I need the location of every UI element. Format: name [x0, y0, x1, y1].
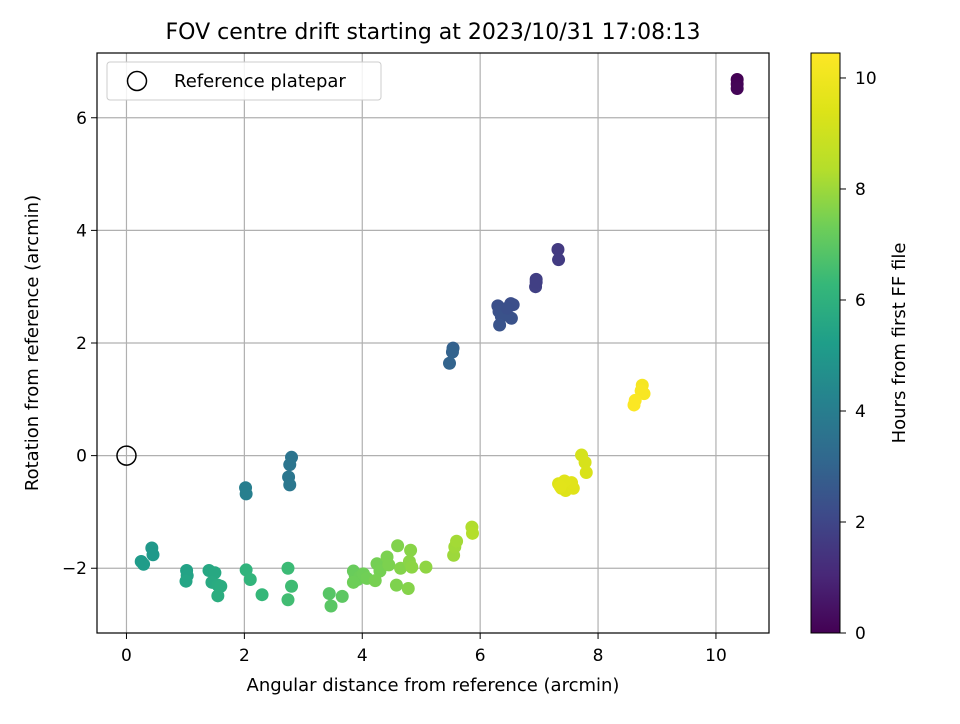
grid-lines — [97, 53, 769, 633]
data-point — [239, 487, 253, 501]
colorbar-tick-label: 6 — [855, 291, 866, 311]
x-tick-label: 2 — [239, 646, 250, 666]
colorbar-tick-label: 4 — [855, 402, 866, 422]
data-point — [394, 561, 408, 575]
data-point — [579, 466, 593, 480]
x-tick-label: 4 — [357, 646, 368, 666]
data-point — [551, 243, 565, 257]
reference-platepar-marker — [116, 445, 137, 466]
x-axis-label: Angular distance from reference (arcmin) — [247, 675, 620, 696]
colorbar-label: Hours from first FF file — [889, 243, 910, 444]
data-point — [500, 301, 514, 315]
data-point — [391, 539, 405, 553]
data-point — [443, 356, 457, 370]
data-point — [281, 593, 295, 607]
y-axis-label: Rotation from reference (arcmin) — [22, 195, 43, 491]
data-point — [335, 589, 349, 603]
data-point — [730, 81, 744, 95]
data-point — [578, 455, 592, 469]
data-point — [552, 253, 566, 267]
data-point — [211, 589, 225, 603]
x-tick-label: 8 — [593, 646, 604, 666]
data-point — [401, 582, 415, 596]
data-point — [419, 560, 433, 574]
data-point — [146, 548, 160, 562]
x-axis-ticks: 0 2 4 6 8 10 — [121, 633, 727, 666]
data-point — [627, 398, 641, 412]
data-point — [493, 318, 507, 332]
data-point — [404, 543, 418, 557]
data-point — [243, 573, 257, 587]
x-tick-label: 0 — [121, 646, 132, 666]
data-point — [285, 579, 299, 593]
legend-reference-label: Reference platepar — [174, 71, 346, 92]
reference-marker-group — [116, 445, 137, 466]
data-point — [389, 578, 403, 592]
data-point — [529, 275, 543, 289]
data-point — [283, 458, 297, 472]
colorbar: 0 2 4 6 8 10 Hours from first FF file — [810, 52, 910, 644]
legend-box — [106, 61, 382, 101]
colorbar-tick-label: 0 — [855, 624, 866, 644]
data-point — [255, 588, 269, 602]
data-point — [504, 311, 518, 325]
colorbar-gradient — [810, 52, 841, 634]
x-tick-label: 10 — [705, 646, 727, 666]
colorbar-ticks: 0 2 4 6 8 10 — [840, 69, 877, 644]
data-point — [450, 534, 464, 548]
data-points — [134, 72, 744, 613]
y-tick-label: 0 — [76, 447, 87, 467]
colorbar-tick-label: 8 — [855, 180, 866, 200]
data-point — [322, 587, 336, 601]
x-tick-label: 6 — [475, 646, 486, 666]
data-point — [465, 526, 479, 540]
colorbar-tick-label: 2 — [855, 513, 866, 533]
chart-title: FOV centre drift starting at 2023/10/31 … — [166, 20, 701, 45]
data-point — [553, 480, 567, 494]
legend: Reference platepar — [106, 61, 382, 101]
y-tick-label: 6 — [76, 109, 87, 129]
data-point — [346, 575, 360, 589]
colorbar-tick-label: 10 — [855, 69, 877, 89]
data-point — [283, 478, 297, 492]
data-point — [382, 558, 396, 572]
data-point — [324, 599, 338, 613]
data-point — [634, 384, 648, 398]
data-point — [179, 574, 193, 588]
y-tick-label: 4 — [76, 221, 87, 241]
data-point — [281, 561, 295, 575]
data-point — [405, 560, 419, 574]
data-point — [368, 574, 382, 588]
y-axis-ticks: −2 0 2 4 6 — [62, 109, 97, 579]
y-tick-label: 2 — [76, 334, 87, 354]
data-point — [137, 557, 151, 571]
data-point — [445, 345, 459, 359]
legend-reference-marker — [126, 70, 148, 92]
y-tick-label: −2 — [62, 559, 87, 579]
